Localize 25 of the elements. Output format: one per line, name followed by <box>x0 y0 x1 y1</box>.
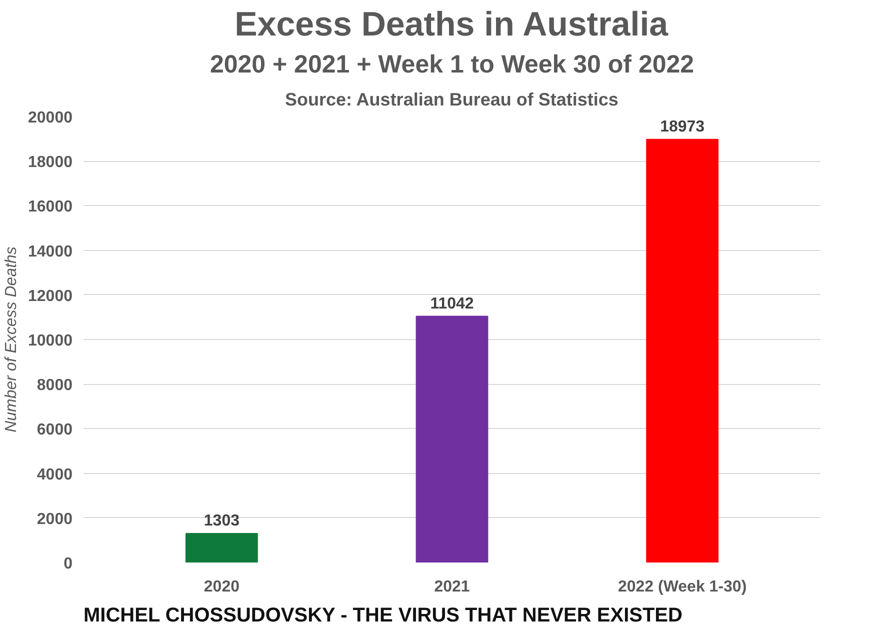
x-tick-label: 2022 (Week 1-30) <box>618 578 747 596</box>
bar <box>646 138 719 562</box>
bar <box>185 532 258 562</box>
y-axis-title: Number of Excess Deaths <box>3 246 20 432</box>
data-label: 1303 <box>204 512 240 530</box>
x-tick-label: 2021 <box>434 578 470 596</box>
chart-title: Excess Deaths in Australia <box>234 6 670 44</box>
data-label: 18973 <box>660 118 705 136</box>
y-tick-label: 18000 <box>28 154 73 172</box>
y-tick-label: 0 <box>64 556 73 572</box>
source-note: Source: Australian Bureau of Statistics <box>284 90 618 110</box>
data-label: 11042 <box>430 295 474 312</box>
y-tick-label: 20000 <box>28 110 73 126</box>
chart-subtitle: 2020 + 2021 + Week 1 to Week 30 of 2022 <box>210 50 694 78</box>
y-tick-label: 10000 <box>28 332 73 350</box>
y-tick-label: 14000 <box>28 243 73 260</box>
y-tick-label: 16000 <box>28 198 73 216</box>
y-tick-label: 2000 <box>36 510 73 528</box>
text: MICHEL CHOSSUDOVSKY - THE VIRUS THAT NEVER EXISTED <box>84 604 682 626</box>
x-tick-label: 2020 <box>204 578 240 596</box>
y-tick-label: 8000 <box>36 377 73 394</box>
bar <box>416 316 488 562</box>
y-tick-label: 12000 <box>28 288 73 305</box>
y-tick-label: 4000 <box>36 466 73 484</box>
y-tick-label: 6000 <box>36 422 73 439</box>
